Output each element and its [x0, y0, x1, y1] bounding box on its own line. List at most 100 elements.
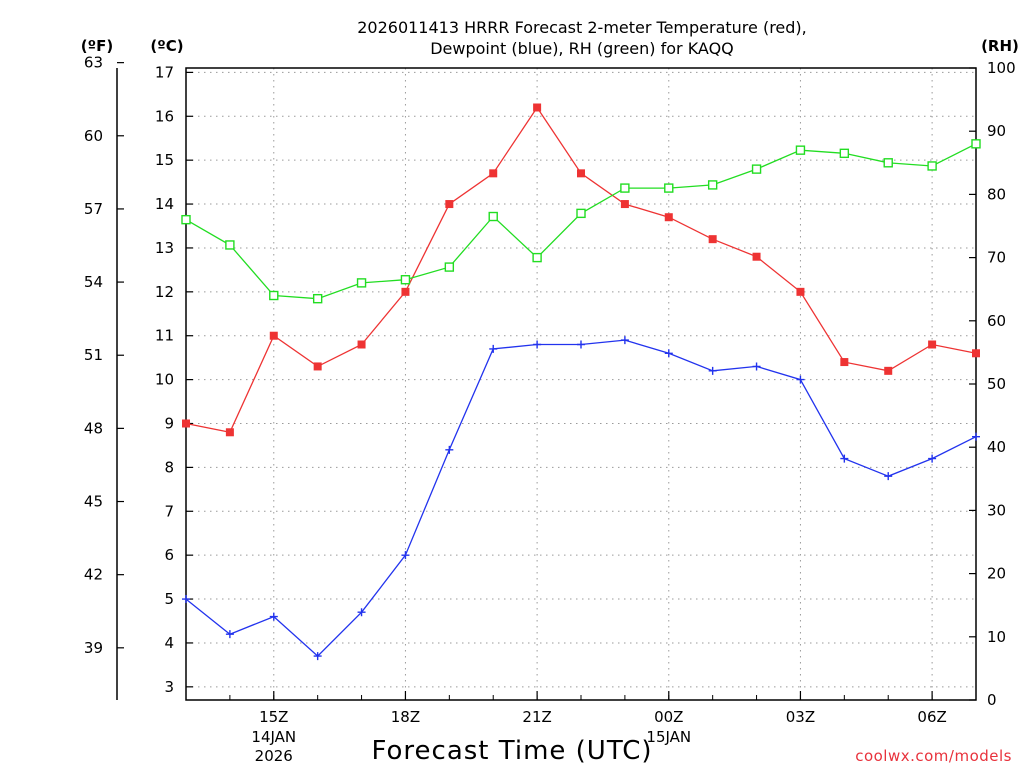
data-series — [181, 103, 981, 661]
fahrenheit-tick-label: 51 — [84, 346, 103, 364]
dewpoint-point — [182, 595, 190, 604]
dewpoint-point — [664, 349, 673, 358]
temperature-point — [533, 103, 542, 112]
plot-frame — [185, 67, 977, 701]
dewpoint-point — [489, 344, 498, 353]
fahrenheit-tick-label: 60 — [84, 127, 103, 145]
dewpoint-point — [445, 445, 454, 454]
temperature-point — [884, 366, 893, 375]
dewpoint-point — [884, 472, 893, 481]
fahrenheit-tick-label: 39 — [84, 639, 103, 657]
rh-tick-label: 0 — [987, 691, 997, 709]
temperature-point — [313, 362, 322, 371]
celsius-tick-label: 14 — [155, 195, 174, 213]
celsius-tick-label: 6 — [164, 546, 174, 564]
rh-point — [488, 211, 498, 222]
time-date-label: 14JAN — [251, 728, 296, 746]
celsius-tick-label: 9 — [164, 415, 174, 433]
dewpoint-point — [225, 630, 234, 639]
rh-unit-label: (RH) — [981, 37, 1019, 55]
temperature-point — [182, 419, 190, 428]
rh-point — [707, 180, 718, 190]
temperature-point — [357, 340, 366, 349]
rh-point — [532, 252, 542, 263]
time-tick-label: 21Z — [522, 708, 551, 726]
temperature-point — [752, 252, 761, 261]
rh-point — [883, 158, 893, 168]
rh-point — [664, 183, 674, 193]
rh-line — [185, 143, 977, 300]
time-tick-label: 00Z — [654, 708, 683, 726]
dewpoint-point — [972, 432, 980, 441]
rh-axis: 0 10 20 30 40 50 60 70 80 90 100 — [969, 59, 1016, 709]
dewpoint-point — [533, 340, 542, 349]
time-date-label: 15JAN — [646, 728, 691, 746]
celsius-unit-label: (ºC) — [150, 37, 183, 55]
rh-tick-label: 90 — [987, 122, 1006, 140]
temperature-point — [620, 200, 629, 209]
rh-tick-label: 60 — [987, 312, 1006, 330]
time-tick-label: 15Z — [259, 708, 288, 726]
chart-title-line2: Dewpoint (blue), RH (green) for KAQQ — [430, 39, 734, 58]
time-tick-label: 03Z — [786, 708, 815, 726]
dewpoint-point — [313, 652, 322, 661]
temperature-point — [796, 287, 805, 296]
rh-tick-label: 70 — [987, 249, 1006, 267]
temperature-point — [225, 428, 234, 437]
celsius-tick-label: 7 — [164, 502, 174, 520]
celsius-tick-label: 10 — [155, 371, 174, 389]
celsius-tick-label: 15 — [155, 151, 174, 169]
rh-point — [927, 161, 937, 171]
dewpoint-point — [620, 336, 629, 345]
dewpoint-point — [269, 612, 278, 621]
celsius-tick-label: 3 — [164, 678, 174, 696]
rh-point — [576, 208, 586, 219]
fahrenheit-tick-label: 42 — [84, 566, 103, 584]
temperature-point — [269, 331, 278, 340]
dewpoint-point — [357, 608, 366, 617]
rh-point — [839, 148, 850, 159]
rh-point — [269, 290, 279, 301]
temperature-point — [489, 169, 498, 178]
time-tick-label: 18Z — [391, 708, 420, 726]
fahrenheit-tick-label: 63 — [84, 54, 103, 72]
celsius-tick-label: 16 — [155, 107, 174, 125]
celsius-tick-label: 11 — [155, 327, 174, 345]
temperature-point — [401, 287, 410, 296]
x-axis-title: Forecast Time (UTC) — [371, 736, 652, 766]
time-date-label: 2026 — [255, 747, 293, 765]
temperature-point — [928, 340, 937, 349]
temperature-point — [972, 349, 980, 358]
rh-point — [400, 275, 411, 285]
fahrenheit-tick-label: 57 — [84, 200, 103, 218]
rh-point — [312, 293, 323, 304]
temperature-point — [577, 169, 585, 178]
rh-point — [225, 240, 235, 250]
dewpoint-point — [401, 551, 410, 560]
rh-point — [444, 262, 455, 272]
fahrenheit-tick-label: 48 — [84, 419, 103, 437]
rh-tick-label: 50 — [987, 375, 1006, 393]
rh-tick-label: 20 — [987, 565, 1006, 583]
rh-point — [751, 164, 762, 174]
rh-point — [181, 214, 191, 225]
rh-tick-label: 10 — [987, 628, 1006, 646]
dewpoint-point — [708, 366, 717, 375]
celsius-tick-label: 5 — [164, 590, 174, 608]
gridlines — [186, 68, 976, 700]
celsius-tick-label: 8 — [164, 458, 174, 476]
celsius-tick-label: 13 — [155, 239, 174, 257]
rh-tick-label: 100 — [987, 59, 1016, 77]
dewpoint-point — [840, 454, 849, 463]
source-credit: coolwx.com/models — [855, 747, 1012, 765]
time-tick-label: 06Z — [917, 708, 946, 726]
rh-point — [795, 145, 806, 155]
celsius-tick-label: 4 — [164, 634, 174, 652]
temperature-point — [445, 200, 454, 209]
temperature-point — [708, 235, 717, 244]
rh-point — [971, 139, 981, 149]
dewpoint-point — [752, 362, 761, 371]
fahrenheit-unit-label: (ºF) — [81, 37, 113, 55]
rh-tick-label: 30 — [987, 501, 1006, 519]
fahrenheit-tick-label: 54 — [84, 273, 103, 291]
